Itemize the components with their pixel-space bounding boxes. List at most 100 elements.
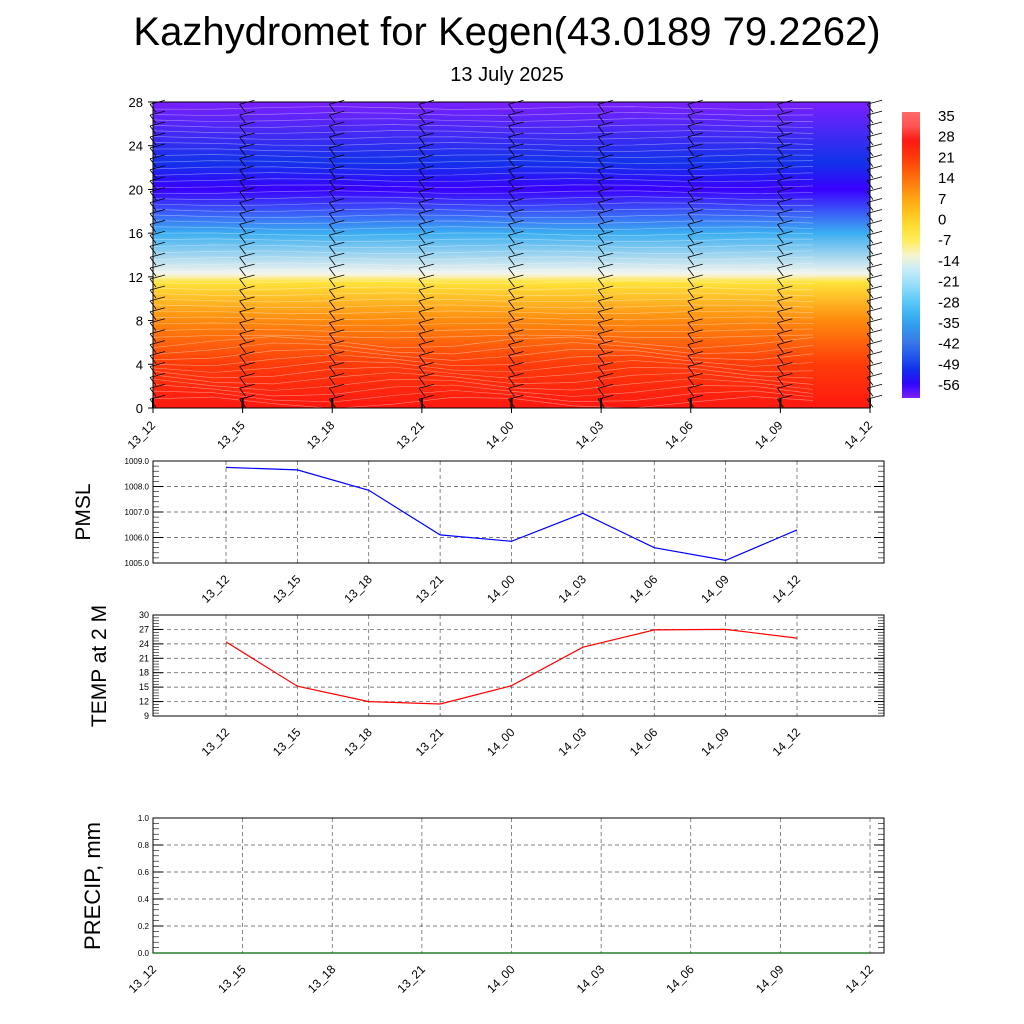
x-tick-label: 13_21 — [413, 572, 447, 606]
wind-barb — [777, 351, 793, 364]
wind-barb — [687, 263, 703, 277]
x-tick-label: 14_12 — [770, 725, 804, 759]
wind-barb — [328, 274, 345, 288]
wind-barb — [687, 274, 703, 288]
wind-barb — [687, 198, 703, 211]
wind-barb — [418, 176, 435, 189]
wind-barb — [508, 165, 524, 179]
x-tick-label: 14_06 — [663, 962, 697, 996]
wind-barb — [508, 143, 524, 157]
x-tick-label: 14_09 — [698, 572, 732, 606]
x-tick-label: 14_03 — [574, 962, 608, 996]
colorbar-label: 28 — [938, 129, 955, 146]
colorbar-label: -42 — [938, 336, 960, 353]
wind-barb — [418, 132, 435, 146]
wind-barb — [777, 154, 793, 168]
wind-barb — [508, 209, 524, 222]
wind-barb — [777, 318, 793, 332]
y-tick-label: 18 — [139, 668, 149, 678]
wind-barb — [508, 329, 524, 342]
wind-barb — [328, 165, 345, 179]
wind-barb — [328, 220, 345, 233]
wind-barb — [597, 176, 614, 189]
wind-barb — [418, 154, 435, 168]
wind-barb — [687, 132, 703, 146]
wind-barb — [687, 296, 703, 310]
wind-barb — [597, 121, 614, 135]
wind-barb — [777, 252, 793, 266]
wind-barb — [328, 176, 345, 189]
wind-barb — [418, 252, 435, 266]
wind-barb — [687, 121, 703, 135]
wind-barb — [597, 154, 614, 168]
x-tick-label: 14_12 — [843, 962, 877, 996]
wind-barb — [239, 329, 255, 342]
wind-barb — [777, 220, 793, 233]
wind-barb — [777, 274, 793, 288]
x-tick-label: 13_21 — [394, 962, 428, 996]
y-tick-label: 24 — [129, 139, 143, 154]
wind-barbs — [149, 99, 883, 408]
gridlines — [153, 460, 884, 564]
wind-barb — [418, 296, 435, 310]
wind-barb — [687, 252, 703, 266]
y-tick-label: 27 — [139, 624, 149, 634]
x-tick-label: 14_03 — [573, 418, 607, 452]
x-tick-label: 13_12 — [199, 725, 233, 759]
wind-barb — [687, 187, 703, 200]
wind-barb — [239, 209, 255, 222]
wind-barb — [687, 318, 703, 332]
wind-barb — [418, 187, 435, 200]
wind-barb — [687, 329, 703, 342]
wind-barb — [508, 230, 524, 244]
page-title: Kazhydromet for Kegen(43.0189 79.2262) — [133, 10, 881, 54]
x-tick-label: 13_15 — [215, 962, 249, 996]
wind-barb — [597, 373, 614, 386]
wind-barb — [777, 329, 793, 342]
wind-barb — [508, 318, 524, 332]
wind-barb — [239, 362, 255, 375]
y-tick-label: 9 — [144, 711, 149, 721]
wind-barb — [508, 154, 524, 168]
wind-barb — [687, 307, 703, 321]
wind-barb — [328, 296, 345, 310]
wind-barb — [508, 340, 524, 353]
wind-barb — [597, 362, 614, 375]
y-axis-label: PMSL — [72, 483, 95, 540]
y-tick-label: 12 — [129, 270, 143, 285]
wind-barb — [597, 252, 614, 266]
contour-lines — [152, 106, 814, 409]
wind-barb — [687, 143, 703, 157]
wind-barb — [777, 307, 793, 321]
wind-barb — [239, 187, 255, 200]
y-axis-label: TEMP at 2 M — [88, 605, 111, 727]
y-tick-label: 1005.0 — [125, 559, 150, 568]
wind-barb — [328, 121, 345, 135]
wind-barb — [508, 121, 524, 135]
wind-barb — [328, 230, 345, 244]
wind-barb — [687, 209, 703, 222]
wind-barb — [597, 165, 614, 179]
x-tick-label: 14_06 — [662, 418, 696, 452]
x-tick-label: 14_09 — [753, 962, 787, 996]
wind-barb — [239, 274, 255, 288]
wind-barb — [328, 143, 345, 157]
wind-barb — [508, 176, 524, 189]
x-tick-label: 13_18 — [341, 725, 375, 759]
wind-barb — [418, 209, 435, 222]
wind-barb — [239, 318, 255, 332]
wind-barb — [418, 241, 435, 255]
x-tick-label: 14_00 — [484, 572, 518, 606]
y-tick-label: 0.0 — [138, 949, 150, 958]
wind-barb — [687, 340, 703, 353]
wind-barb — [597, 230, 614, 244]
wind-barb — [777, 263, 793, 277]
y-tick-label: 24 — [139, 639, 149, 649]
x-tick-label: 13_12 — [199, 572, 233, 606]
panel-frame — [152, 614, 885, 717]
wind-barb — [508, 110, 524, 124]
wind-barb — [239, 351, 255, 364]
wind-barb — [418, 329, 435, 342]
x-tick-label: 14_12 — [770, 572, 804, 606]
colorbar-label: 14 — [938, 170, 955, 187]
